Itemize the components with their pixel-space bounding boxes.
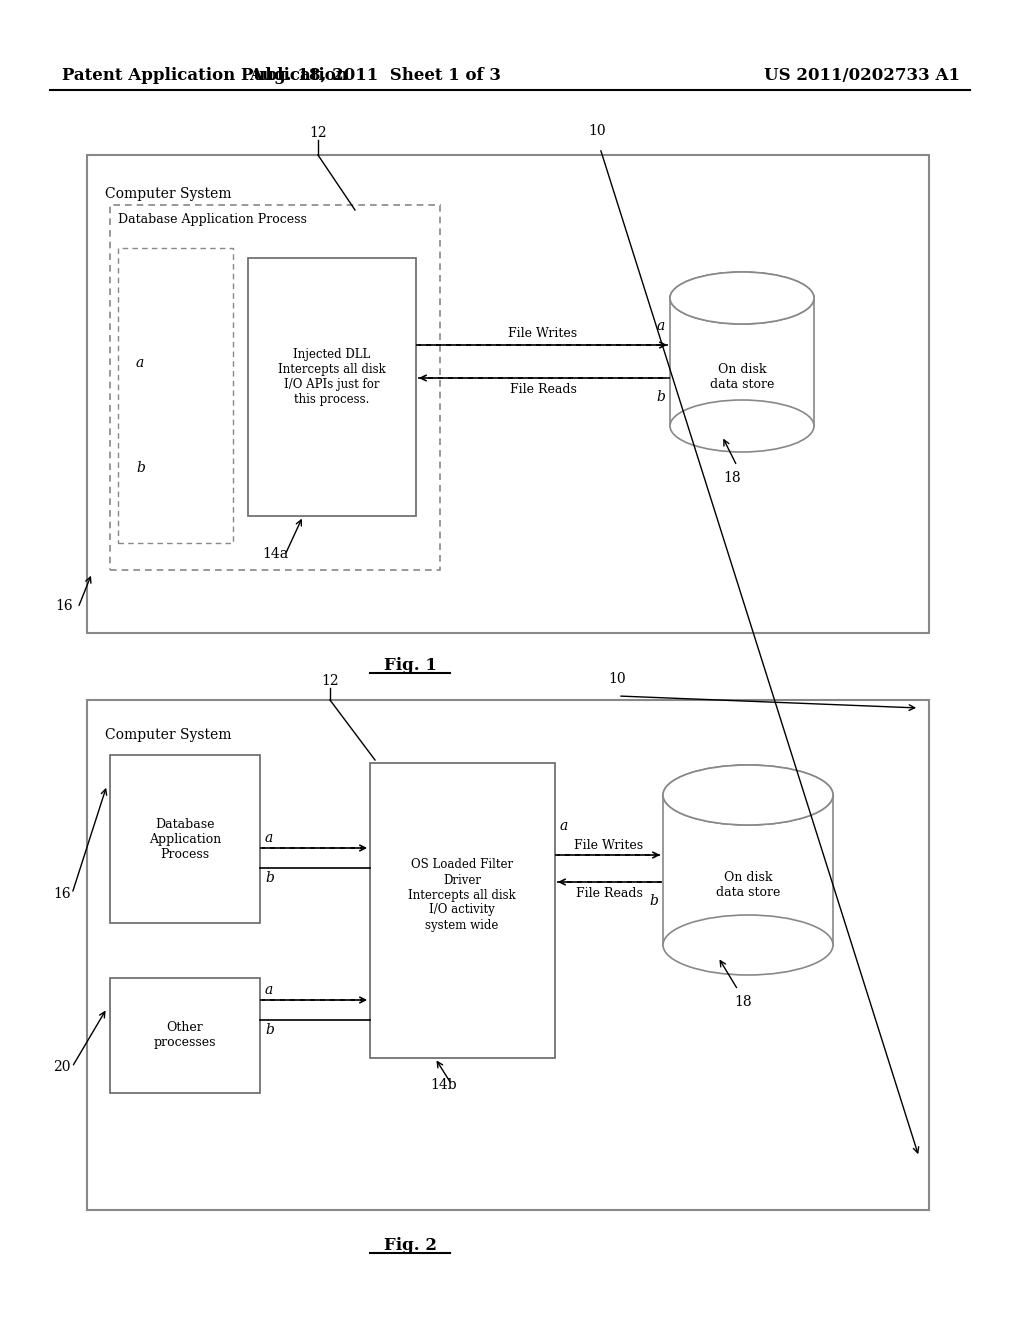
Text: b: b bbox=[649, 894, 658, 908]
Text: Fig. 2: Fig. 2 bbox=[384, 1237, 436, 1254]
Bar bbox=[87, 154, 929, 634]
Text: b: b bbox=[265, 1023, 273, 1038]
Text: Computer System: Computer System bbox=[105, 187, 231, 201]
Text: 14a: 14a bbox=[262, 546, 288, 561]
Text: Aug. 18, 2011  Sheet 1 of 3: Aug. 18, 2011 Sheet 1 of 3 bbox=[249, 66, 501, 83]
Text: OS Loaded Filter
Driver
Intercepts all disk
I/O activity
system wide: OS Loaded Filter Driver Intercepts all d… bbox=[409, 858, 516, 932]
Bar bbox=[248, 257, 416, 516]
Bar bbox=[663, 795, 833, 945]
Text: Computer System: Computer System bbox=[105, 729, 231, 742]
Text: 18: 18 bbox=[723, 471, 740, 484]
Text: 14b: 14b bbox=[430, 1078, 457, 1092]
Text: Other
processes: Other processes bbox=[154, 1020, 216, 1049]
Text: Database
Application
Process: Database Application Process bbox=[148, 817, 221, 861]
Text: 10: 10 bbox=[608, 672, 626, 686]
Text: 16: 16 bbox=[53, 887, 71, 900]
Text: On disk
data store: On disk data store bbox=[710, 363, 774, 391]
Text: Patent Application Publication: Patent Application Publication bbox=[62, 66, 348, 83]
Bar bbox=[87, 700, 929, 1210]
Text: US 2011/0202733 A1: US 2011/0202733 A1 bbox=[764, 66, 961, 83]
Ellipse shape bbox=[663, 915, 833, 975]
Text: File Writes: File Writes bbox=[509, 327, 578, 341]
Text: b: b bbox=[265, 871, 273, 884]
Text: Fig. 1: Fig. 1 bbox=[384, 656, 436, 673]
Bar bbox=[118, 248, 233, 543]
Text: 12: 12 bbox=[309, 125, 327, 140]
Text: b: b bbox=[136, 461, 144, 475]
Text: Database Application Process: Database Application Process bbox=[118, 213, 307, 226]
Text: 16: 16 bbox=[55, 599, 73, 612]
Text: a: a bbox=[136, 356, 144, 370]
Bar bbox=[670, 298, 814, 426]
Ellipse shape bbox=[663, 766, 833, 825]
Bar bbox=[110, 978, 260, 1093]
Text: Injected DLL
Intercepts all disk
I/O APIs just for
this process.: Injected DLL Intercepts all disk I/O API… bbox=[279, 348, 386, 407]
Bar bbox=[110, 205, 440, 570]
Text: a: a bbox=[265, 832, 273, 845]
Ellipse shape bbox=[670, 272, 814, 323]
Text: a: a bbox=[656, 319, 665, 333]
Bar bbox=[110, 755, 260, 923]
Ellipse shape bbox=[670, 400, 814, 451]
Text: 20: 20 bbox=[53, 1060, 71, 1074]
Ellipse shape bbox=[670, 272, 814, 323]
Text: b: b bbox=[656, 389, 665, 404]
Text: File Reads: File Reads bbox=[575, 887, 642, 900]
Text: File Writes: File Writes bbox=[574, 840, 643, 851]
Bar bbox=[370, 763, 555, 1059]
Text: On disk
data store: On disk data store bbox=[716, 871, 780, 899]
Text: 18: 18 bbox=[734, 995, 752, 1008]
Text: 10: 10 bbox=[588, 124, 605, 139]
Ellipse shape bbox=[663, 766, 833, 825]
Text: a: a bbox=[265, 983, 273, 997]
Text: a: a bbox=[560, 818, 568, 833]
Text: 12: 12 bbox=[322, 675, 339, 688]
Text: File Reads: File Reads bbox=[510, 383, 577, 396]
